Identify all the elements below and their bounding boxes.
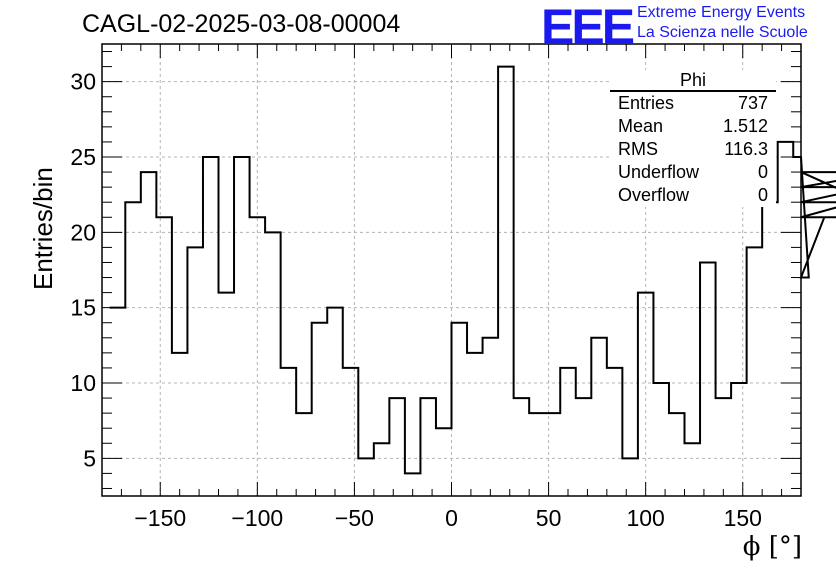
stats-value: 0 — [757, 185, 768, 205]
stats-label: Underflow — [618, 162, 700, 182]
y-axis-label: Entries/bin — [28, 167, 58, 290]
stats-row-overflow: Overflow 0 — [610, 184, 776, 207]
y-tick-label: 5 — [83, 445, 96, 471]
plot-frame — [101, 43, 802, 497]
stats-value: 1.512 — [722, 116, 768, 136]
histogram-outline — [109, 65, 836, 475]
y-tick-label: 25 — [70, 144, 96, 170]
x-tick-label: 0 — [445, 505, 458, 531]
logo-line-1: Extreme Energy Events — [637, 4, 806, 21]
x-tick-label: −150 — [134, 505, 186, 531]
y-tick-label: 15 — [70, 295, 96, 321]
y-tick-label: 10 — [70, 370, 96, 396]
logo-line-2: La Scienza nelle Scuole — [637, 24, 808, 41]
x-tick-label: 150 — [724, 505, 762, 531]
x-tick-label: 100 — [626, 505, 664, 531]
histogram-bars — [109, 65, 836, 475]
stats-row-entries: Entries 737 — [610, 92, 776, 115]
stats-label: Mean — [618, 116, 664, 136]
x-tick-label: 50 — [536, 505, 562, 531]
stats-box: Phi Entries 737 Mean 1.512 RMS 116.3 Underflow… — [610, 70, 776, 207]
stats-label: RMS — [618, 139, 658, 159]
stats-label: Entries — [618, 93, 675, 113]
x-tick-label: −50 — [335, 505, 374, 531]
stats-value: 737 — [737, 93, 768, 113]
stats-row-underflow: Underflow 0 — [610, 161, 776, 184]
eee-logo: EEE — [541, 0, 635, 55]
tick-labels: −150 −100 −50 0 50 100 150 5 10 15 20 25 30 — [70, 69, 762, 531]
stats-value: 0 — [757, 162, 768, 182]
x-tick-label: −100 — [231, 505, 283, 531]
axis-ticks — [101, 44, 802, 496]
stats-row-rms: RMS 116.3 — [610, 138, 776, 161]
stats-title: Phi — [610, 70, 776, 92]
stats-label: Overflow — [618, 185, 690, 205]
chart-title: CAGL-02-2025-03-08-00004 — [82, 10, 401, 38]
stats-row-mean: Mean 1.512 — [610, 115, 776, 138]
y-tick-label: 20 — [70, 219, 96, 245]
stats-value: 116.3 — [724, 139, 768, 159]
x-axis-label: ϕ [°] — [742, 532, 802, 562]
y-tick-label: 30 — [70, 69, 96, 95]
